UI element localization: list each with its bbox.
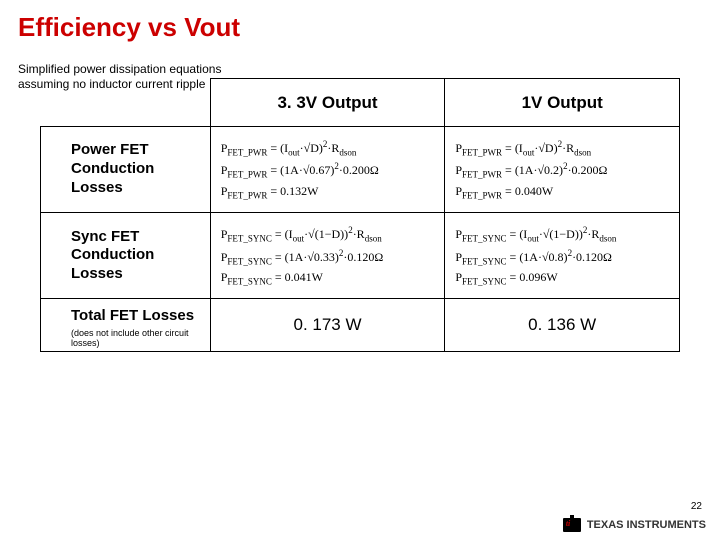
equation: PFET_SYNC = (Iout·√(1−D))2·Rdson — [455, 225, 669, 243]
equation: PFET_PWR = (Iout·√D)2·Rdson — [221, 139, 435, 157]
equation: PFET_SYNC = (1A·√0.33)2·0.120Ω — [221, 248, 435, 266]
cell-total-3v3: 0. 173 W — [210, 299, 445, 351]
total-footnote: (does not include other circuit losses) — [71, 326, 200, 349]
row-label-power-fet: Power FET Conduction Losses — [41, 127, 211, 213]
loss-table: 3. 3V Output 1V Output Power FET Conduct… — [40, 78, 680, 352]
total-label-text: Total FET Losses — [71, 307, 194, 324]
table-row: Total FET Losses (does not include other… — [41, 299, 680, 351]
ti-logo-icon: ti — [563, 518, 581, 532]
cell-total-1v: 0. 136 W — [445, 299, 680, 351]
col-header-3v3: 3. 3V Output — [210, 79, 445, 127]
equation: PFET_SYNC = 0.041W — [221, 270, 435, 286]
equation: PFET_PWR = (Iout·√D)2·Rdson — [455, 139, 669, 157]
row-label-sync-fet: Sync FET Conduction Losses — [41, 213, 211, 299]
cell-power-fet-3v3: PFET_PWR = (Iout·√D)2·Rdson PFET_PWR = (… — [210, 127, 445, 213]
table-row: Sync FET Conduction Losses PFET_SYNC = (… — [41, 213, 680, 299]
equation: PFET_PWR = (1A·√0.67)2·0.200Ω — [221, 161, 435, 179]
equation: PFET_PWR = 0.040W — [455, 184, 669, 200]
equation: PFET_PWR = (1A·√0.2)2·0.200Ω — [455, 161, 669, 179]
equation: PFET_SYNC = (Iout·√(1−D))2·Rdson — [221, 225, 435, 243]
page-number: 22 — [691, 501, 702, 512]
table-row: Power FET Conduction Losses PFET_PWR = (… — [41, 127, 680, 213]
cell-sync-fet-1v: PFET_SYNC = (Iout·√(1−D))2·Rdson PFET_SY… — [445, 213, 680, 299]
row-label-total: Total FET Losses (does not include other… — [41, 299, 211, 351]
table-header-row: 3. 3V Output 1V Output — [41, 79, 680, 127]
cell-sync-fet-3v3: PFET_SYNC = (Iout·√(1−D))2·Rdson PFET_SY… — [210, 213, 445, 299]
footer-brand: ti TEXAS INSTRUMENTS — [563, 518, 706, 532]
equation: PFET_SYNC = 0.096W — [455, 270, 669, 286]
slide-title: Efficiency vs Vout — [0, 0, 720, 51]
blank-header — [41, 79, 211, 127]
equation: PFET_SYNC = (1A·√0.8)2·0.120Ω — [455, 248, 669, 266]
cell-power-fet-1v: PFET_PWR = (Iout·√D)2·Rdson PFET_PWR = (… — [445, 127, 680, 213]
ti-brand-text: TEXAS INSTRUMENTS — [587, 519, 706, 531]
col-header-1v: 1V Output — [445, 79, 680, 127]
equation: PFET_PWR = 0.132W — [221, 184, 435, 200]
